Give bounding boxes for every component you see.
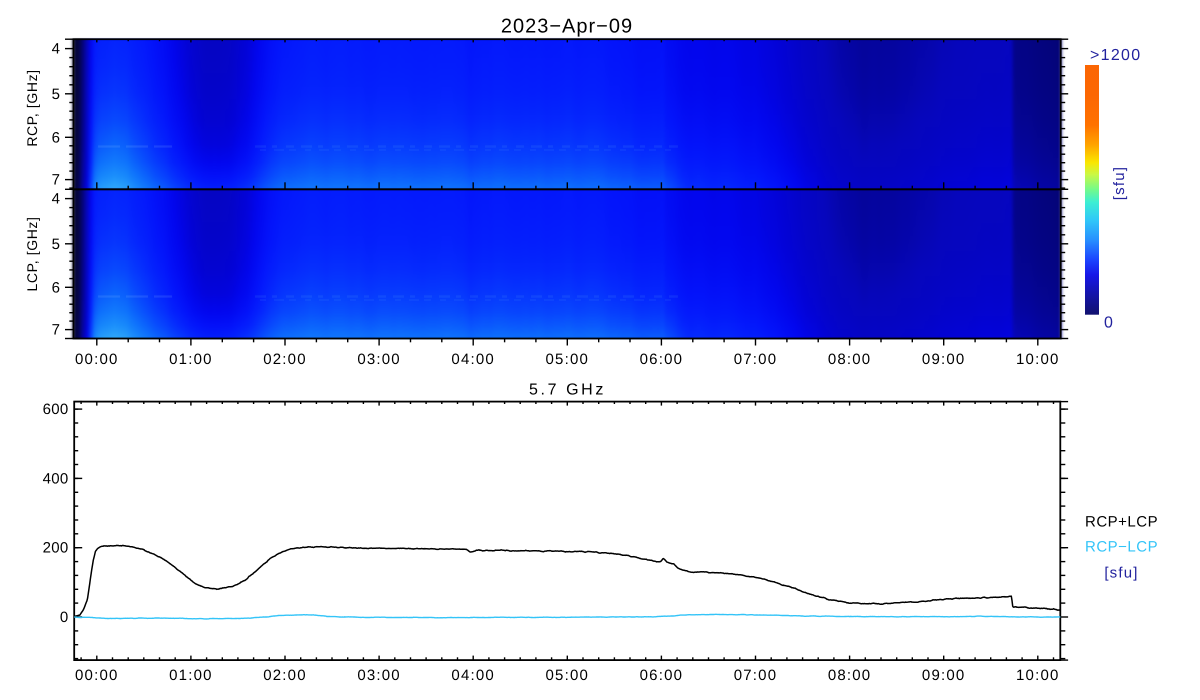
svg-text:5: 5: [52, 86, 60, 103]
svg-text:>1200: >1200: [1090, 47, 1141, 64]
svg-text:08:00: 08:00: [828, 351, 872, 368]
svg-text:09:00: 09:00: [922, 351, 966, 368]
svg-text:RCP+LCP: RCP+LCP: [1085, 514, 1158, 531]
svg-text:0: 0: [60, 609, 69, 626]
svg-text:05:00: 05:00: [546, 351, 590, 368]
svg-text:6: 6: [52, 129, 60, 146]
svg-text:200: 200: [43, 540, 69, 557]
svg-text:03:00: 03:00: [357, 351, 401, 368]
svg-text:LCP, [GHz]: LCP, [GHz]: [24, 217, 40, 292]
svg-text:RCP, [GHz]: RCP, [GHz]: [24, 69, 40, 146]
svg-text:02:00: 02:00: [263, 351, 307, 368]
svg-text:[sfu]: [sfu]: [1104, 565, 1138, 582]
svg-text:01:00: 01:00: [169, 351, 213, 368]
svg-text:RCP−LCP: RCP−LCP: [1085, 539, 1158, 556]
svg-text:10:00: 10:00: [1016, 667, 1060, 684]
svg-text:5.7 GHz: 5.7 GHz: [529, 382, 606, 399]
svg-text:09:00: 09:00: [922, 667, 966, 684]
svg-text:00:00: 00:00: [75, 667, 119, 684]
svg-text:2023−Apr−09: 2023−Apr−09: [501, 16, 633, 38]
svg-text:02:00: 02:00: [263, 667, 307, 684]
svg-text:07:00: 07:00: [734, 351, 778, 368]
svg-text:[sfu]: [sfu]: [1111, 166, 1128, 200]
svg-text:05:00: 05:00: [546, 667, 590, 684]
svg-text:07:00: 07:00: [734, 667, 778, 684]
svg-text:4: 4: [52, 41, 60, 58]
svg-text:08:00: 08:00: [828, 667, 872, 684]
svg-text:7: 7: [52, 322, 60, 339]
svg-text:01:00: 01:00: [169, 667, 213, 684]
svg-text:03:00: 03:00: [357, 667, 401, 684]
svg-text:00:00: 00:00: [75, 351, 119, 368]
svg-text:04:00: 04:00: [451, 667, 495, 684]
svg-text:4: 4: [52, 191, 60, 208]
svg-text:400: 400: [43, 470, 69, 487]
svg-text:04:00: 04:00: [451, 351, 495, 368]
svg-text:06:00: 06:00: [640, 351, 684, 368]
svg-text:600: 600: [43, 401, 69, 418]
svg-text:6: 6: [52, 279, 60, 296]
svg-text:0: 0: [1104, 315, 1113, 332]
svg-text:7: 7: [52, 172, 60, 189]
svg-text:10:00: 10:00: [1016, 351, 1060, 368]
svg-text:5: 5: [52, 236, 60, 253]
svg-text:06:00: 06:00: [640, 667, 684, 684]
